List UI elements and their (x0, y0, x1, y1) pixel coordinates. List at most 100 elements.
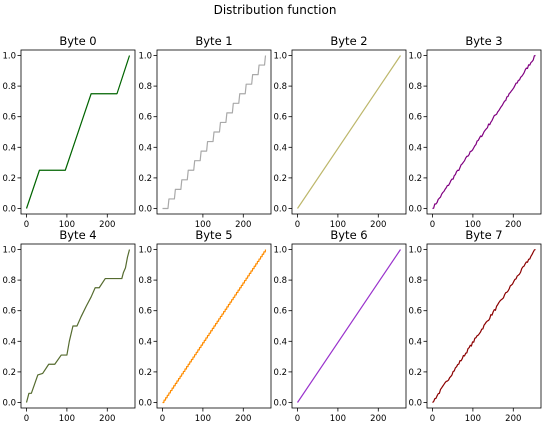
x-tick-label: 100 (195, 220, 211, 230)
cdf-line (25, 249, 131, 403)
x-tick-label: 100 (59, 220, 75, 230)
y-tick-label: 0.6 (2, 113, 16, 123)
subplot-title: Byte 5 (195, 228, 232, 242)
y-tick-label: 0.6 (408, 113, 422, 123)
y-tick-label: 0.2 (138, 368, 152, 378)
axes-frame (156, 243, 272, 409)
axes-frame (20, 49, 136, 215)
subplot-byte-5: Byte 5 0 100 200 0.0 0.2 0.4 0.6 0.8 1.0 (138, 228, 272, 424)
x-tick-label: 0 (295, 414, 300, 424)
axes-frame (426, 49, 542, 215)
cdf-line (297, 249, 401, 403)
subplot-title: Byte 6 (330, 228, 367, 242)
y-tick-label: 0.0 (408, 205, 422, 215)
axes-frame (426, 243, 542, 409)
y-tick-label: 0.2 (2, 174, 16, 184)
y-tick-label: 1.0 (138, 52, 152, 62)
y-tick-label: 0.4 (273, 337, 287, 347)
subplot-byte-1: Byte 1 100 200 0.0 0.2 0.4 0.6 0.8 1.0 (138, 34, 272, 230)
x-tick-label: 200 (99, 220, 115, 230)
x-tick-label: 100 (195, 414, 211, 424)
axes-frame (291, 49, 407, 215)
y-tick-label: 0.8 (2, 276, 16, 286)
x-tick-label: 0 (24, 414, 29, 424)
y-tick-label: 0.0 (2, 205, 16, 215)
y-tick-label: 0.0 (138, 399, 152, 409)
y-tick-label: 0.6 (273, 307, 287, 317)
subplot-byte-7: Byte 7 0 100 200 0.0 0.2 0.4 0.6 0.8 1.0 (408, 228, 542, 424)
y-tick-label: 0.0 (408, 399, 422, 409)
subplot-byte-0: Byte 0 0 100 200 0.0 0.2 0.4 0.6 0.8 1.0 (2, 34, 136, 230)
axes-frame (156, 49, 272, 215)
y-tick-label: 1.0 (273, 246, 287, 256)
cdf-line (432, 54, 536, 210)
x-tick-label: 0 (430, 220, 435, 230)
x-tick-label: 0 (295, 220, 300, 230)
y-tick-label: 0.8 (408, 82, 422, 92)
x-tick-label: 100 (465, 414, 481, 424)
x-tick-label: 100 (330, 220, 346, 230)
y-tick-label: 0.6 (2, 307, 16, 317)
subplot-byte-4: Byte 4 0 100 200 0.0 0.2 0.4 0.6 0.8 1.0 (2, 228, 136, 424)
y-tick-label: 0.4 (2, 143, 16, 153)
y-tick-label: 0.6 (408, 307, 422, 317)
x-tick-label: 100 (330, 414, 346, 424)
y-tick-label: 0.8 (2, 82, 16, 92)
x-tick-label: 200 (505, 414, 521, 424)
x-tick-label: 200 (505, 220, 521, 230)
y-tick-label: 0.8 (138, 276, 152, 286)
x-tick-label: 200 (235, 414, 251, 424)
cdf-line (162, 55, 267, 210)
cdf-line (432, 248, 536, 403)
x-tick-label: 0 (24, 220, 29, 230)
y-tick-label: 0.6 (138, 307, 152, 317)
y-tick-label: 1.0 (2, 246, 16, 256)
x-tick-label: 100 (465, 220, 481, 230)
y-tick-label: 1.0 (408, 246, 422, 256)
figure-title: Distribution function (214, 3, 337, 17)
cdf-line (297, 55, 401, 209)
y-tick-label: 0.0 (138, 205, 152, 215)
y-tick-label: 0.0 (2, 399, 16, 409)
y-tick-label: 0.4 (138, 337, 152, 347)
y-tick-label: 0.2 (2, 368, 16, 378)
y-tick-label: 0.2 (408, 174, 422, 184)
x-tick-label: 200 (370, 220, 386, 230)
y-tick-label: 0.0 (273, 399, 287, 409)
y-tick-label: 1.0 (273, 52, 287, 62)
cdf-line (162, 249, 267, 404)
y-tick-label: 0.0 (273, 205, 287, 215)
axes-frame (291, 243, 407, 409)
y-tick-label: 1.0 (408, 52, 422, 62)
x-tick-label: 100 (59, 414, 75, 424)
y-tick-label: 0.2 (273, 174, 287, 184)
y-tick-label: 0.8 (273, 82, 287, 92)
y-tick-label: 0.8 (138, 82, 152, 92)
y-tick-label: 0.6 (138, 113, 152, 123)
x-tick-label: 0 (430, 414, 435, 424)
subplot-byte-2: Byte 2 0 100 200 0.0 0.2 0.4 0.6 0.8 1.0 (273, 34, 407, 230)
subplot-title: Byte 1 (195, 34, 232, 48)
subplot-title: Byte 3 (465, 34, 502, 48)
x-tick-label: 200 (235, 220, 251, 230)
subplot-title: Byte 4 (59, 228, 96, 242)
y-tick-label: 0.4 (408, 143, 422, 153)
x-tick-label: 200 (370, 414, 386, 424)
subplot-title: Byte 0 (59, 34, 96, 48)
y-tick-label: 0.4 (408, 337, 422, 347)
subplot-grid: Byte 0 0 100 200 0.0 0.2 0.4 0.6 0.8 1.0 Byte 1 100… (2, 34, 542, 424)
y-tick-label: 1.0 (138, 246, 152, 256)
x-tick-label: 0 (160, 414, 165, 424)
y-tick-label: 0.8 (273, 276, 287, 286)
subplot-byte-6: Byte 6 0 100 200 0.0 0.2 0.4 0.6 0.8 1.0 (273, 228, 407, 424)
y-tick-label: 0.4 (273, 143, 287, 153)
subplot-title: Byte 7 (465, 228, 502, 242)
x-tick-label: 200 (99, 414, 115, 424)
y-tick-label: 0.2 (408, 368, 422, 378)
y-tick-label: 0.8 (408, 276, 422, 286)
subplot-byte-3: Byte 3 0 100 200 0.0 0.2 0.4 0.6 0.8 1.0 (408, 34, 542, 230)
y-tick-label: 0.2 (273, 368, 287, 378)
subplot-title: Byte 2 (330, 34, 367, 48)
y-tick-label: 0.4 (2, 337, 16, 347)
